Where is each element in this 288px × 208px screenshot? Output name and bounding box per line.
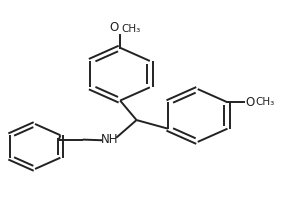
Text: O: O — [109, 21, 119, 34]
Text: NH: NH — [101, 133, 118, 146]
Text: O: O — [245, 96, 254, 109]
Text: CH₃: CH₃ — [256, 97, 275, 107]
Text: CH₃: CH₃ — [122, 24, 141, 34]
